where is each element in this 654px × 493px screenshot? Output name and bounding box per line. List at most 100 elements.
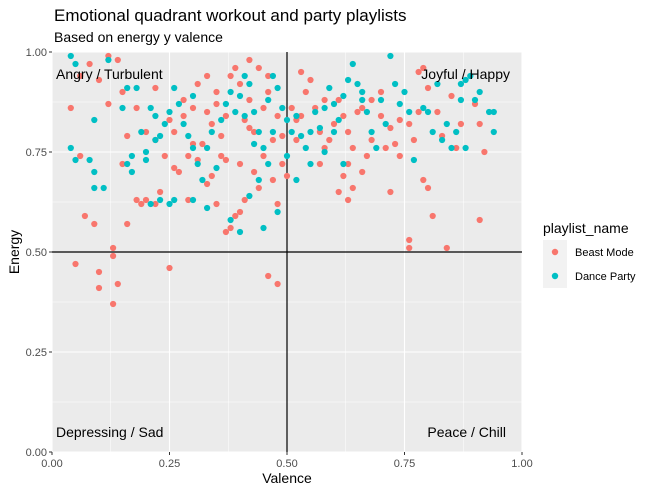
point-dance-party xyxy=(208,128,215,136)
point-dance-party xyxy=(453,128,460,136)
y-tick-label: 0.50 xyxy=(26,247,47,259)
point-dance-party xyxy=(194,160,201,168)
point-dance-party xyxy=(490,128,497,136)
point-dance-party xyxy=(241,112,248,120)
point-dance-party xyxy=(401,88,408,96)
point-dance-party xyxy=(142,156,150,164)
point-dance-party xyxy=(298,132,305,140)
point-beast-mode xyxy=(213,88,220,96)
point-beast-mode xyxy=(161,152,168,160)
point-dance-party xyxy=(424,108,432,116)
point-beast-mode xyxy=(377,112,385,120)
point-dance-party xyxy=(486,108,493,116)
point-beast-mode xyxy=(124,132,131,140)
point-dance-party xyxy=(321,148,328,156)
point-beast-mode xyxy=(208,120,215,128)
point-beast-mode xyxy=(246,56,253,64)
point-beast-mode xyxy=(335,188,342,196)
point-beast-mode xyxy=(185,196,192,204)
point-beast-mode xyxy=(453,144,460,152)
point-beast-mode xyxy=(227,72,234,80)
point-beast-mode xyxy=(246,124,253,132)
point-beast-mode xyxy=(406,120,413,128)
legend-label-dance-party: Dance Party xyxy=(575,271,636,283)
x-tick-label: 0.75 xyxy=(394,458,415,470)
point-dance-party xyxy=(392,80,399,88)
point-dance-party xyxy=(316,124,323,132)
point-dance-party xyxy=(142,148,150,156)
point-dance-party xyxy=(283,116,291,124)
point-beast-mode xyxy=(345,196,352,204)
point-beast-mode xyxy=(138,200,145,208)
point-beast-mode xyxy=(152,84,159,92)
point-beast-mode xyxy=(157,188,164,196)
point-beast-mode xyxy=(180,96,187,104)
point-dance-party xyxy=(467,72,474,80)
point-beast-mode xyxy=(222,228,229,236)
point-dance-party xyxy=(124,84,131,92)
point-beast-mode xyxy=(110,252,117,260)
point-beast-mode xyxy=(204,180,211,188)
y-tick-label: 0.25 xyxy=(26,347,47,359)
point-dance-party xyxy=(396,100,403,108)
point-dance-party xyxy=(288,128,295,136)
point-dance-party xyxy=(307,128,314,136)
point-beast-mode xyxy=(481,148,488,156)
point-beast-mode xyxy=(204,72,211,80)
point-dance-party xyxy=(227,216,234,224)
point-beast-mode xyxy=(213,100,220,108)
point-dance-party xyxy=(439,136,446,144)
point-dance-party xyxy=(175,100,182,108)
point-dance-party xyxy=(406,108,413,116)
point-dance-party xyxy=(218,116,225,124)
point-beast-mode xyxy=(377,88,385,96)
point-beast-mode xyxy=(279,160,286,168)
point-dance-party xyxy=(251,140,258,148)
point-beast-mode xyxy=(340,112,347,120)
point-beast-mode xyxy=(95,268,103,276)
point-dance-party xyxy=(189,92,197,100)
point-dance-party xyxy=(128,168,135,176)
point-beast-mode xyxy=(180,112,187,120)
point-beast-mode xyxy=(269,136,276,144)
point-beast-mode xyxy=(236,208,244,216)
point-beast-mode xyxy=(194,80,201,88)
point-dance-party xyxy=(147,200,154,208)
point-beast-mode xyxy=(396,116,403,124)
point-beast-mode xyxy=(368,136,375,144)
quadrant-label-joyful: Joyful / Happy xyxy=(421,66,510,82)
point-beast-mode xyxy=(363,152,370,160)
point-beast-mode xyxy=(222,112,229,120)
point-dance-party xyxy=(204,144,211,152)
point-dance-party xyxy=(213,164,220,172)
point-beast-mode xyxy=(410,136,417,144)
point-beast-mode xyxy=(406,244,413,252)
point-beast-mode xyxy=(457,120,464,128)
point-beast-mode xyxy=(420,64,427,72)
quadrant-label-depressing: Depressing / Sad xyxy=(56,424,163,440)
point-dance-party xyxy=(105,56,112,64)
point-dance-party xyxy=(307,160,314,168)
point-beast-mode xyxy=(265,72,272,80)
point-dance-party xyxy=(429,128,436,136)
point-beast-mode xyxy=(321,96,328,104)
point-dance-party xyxy=(241,72,248,80)
point-beast-mode xyxy=(255,64,262,72)
point-beast-mode xyxy=(359,168,366,176)
point-beast-mode xyxy=(298,112,305,120)
point-beast-mode xyxy=(105,100,112,108)
point-beast-mode xyxy=(133,104,140,112)
point-beast-mode xyxy=(279,132,286,140)
point-beast-mode xyxy=(246,96,253,104)
point-beast-mode xyxy=(274,280,281,288)
point-beast-mode xyxy=(382,144,389,152)
point-beast-mode xyxy=(77,152,84,160)
point-beast-mode xyxy=(232,64,239,72)
point-dance-party xyxy=(199,176,206,184)
point-beast-mode xyxy=(288,104,295,112)
legend-title: playlist_name xyxy=(543,220,629,236)
point-dance-party xyxy=(236,228,244,236)
point-beast-mode xyxy=(298,68,305,76)
point-dance-party xyxy=(269,128,276,136)
